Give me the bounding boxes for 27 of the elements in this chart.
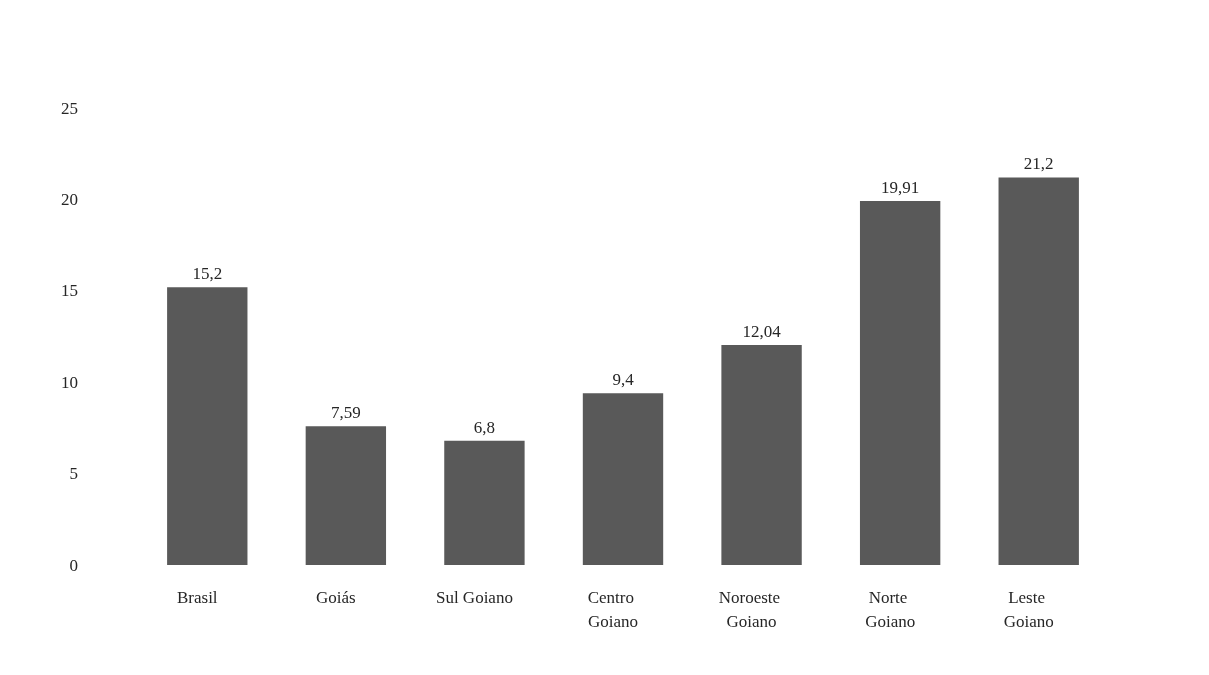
y-tick-label: 5 [69, 464, 78, 484]
bar [721, 344, 802, 565]
y-tick-label: 10 [61, 372, 78, 392]
y-tick-label: 20 [61, 189, 78, 209]
data-label: 7,59 [330, 403, 361, 423]
data-label: 12,04 [742, 321, 782, 341]
x-tick-label: Brasil [176, 587, 218, 607]
x-tick-label: Centro Goiano [587, 587, 639, 631]
y-tick-label: 15 [61, 281, 78, 301]
data-label: 9,4 [612, 370, 635, 390]
data-label: 21,2 [1023, 154, 1054, 174]
bar [305, 426, 387, 565]
bar [582, 393, 664, 565]
bar [167, 287, 248, 565]
bar [444, 440, 525, 565]
x-tick-label: Norte Goiano [865, 587, 916, 631]
data-label: 6,8 [473, 417, 496, 437]
bar [998, 177, 1079, 565]
bar [859, 201, 941, 565]
data-label: 15,2 [192, 264, 223, 284]
x-tick-label: Goiás [316, 587, 356, 607]
y-tick-label: 0 [69, 555, 78, 575]
data-label: 19,91 [881, 178, 920, 198]
x-tick-label: Noroeste Goiano [718, 587, 785, 631]
y-tick-label: 25 [61, 98, 78, 118]
x-tick-label: Sul Goiano [435, 587, 513, 607]
x-tick-label: Leste Goiano [1003, 587, 1054, 631]
